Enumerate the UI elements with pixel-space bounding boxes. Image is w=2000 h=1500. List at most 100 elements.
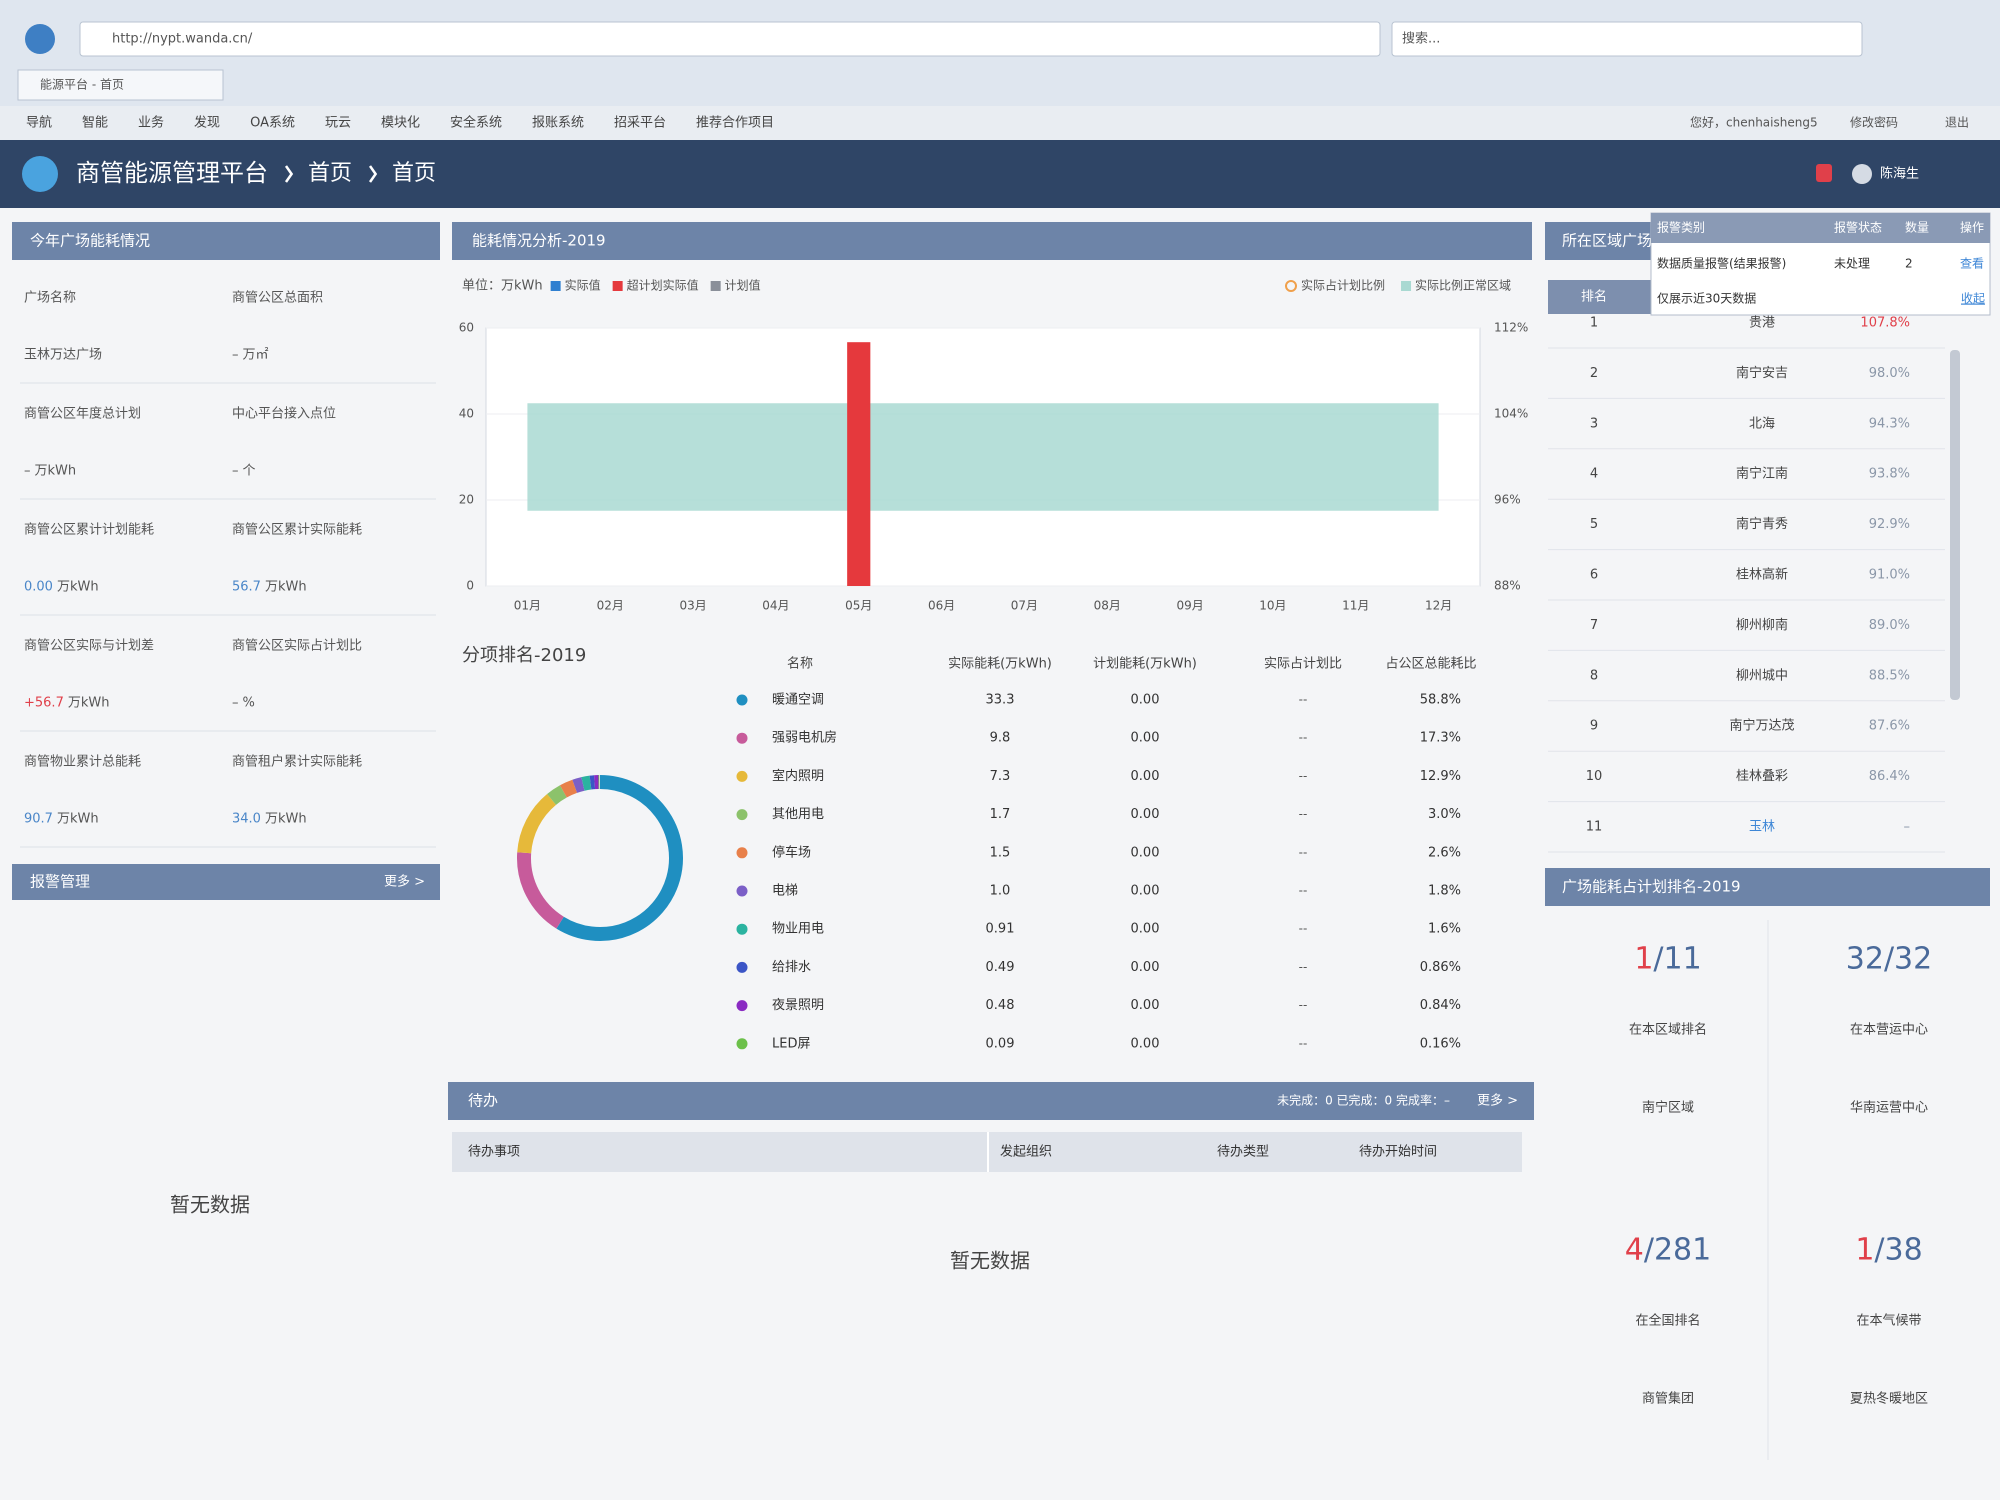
plaza-name[interactable]: 桂林高新 <box>1736 567 1788 583</box>
popup-cell: 2 <box>1905 257 1913 271</box>
app-title: 商管能源管理平台 <box>76 159 268 187</box>
category-name: 给排水 <box>772 960 811 975</box>
category-name: LED屏 <box>772 1036 810 1051</box>
ratio-value: -- <box>1299 998 1308 1012</box>
menu-item[interactable]: 报账系统 <box>532 116 584 131</box>
plaza-ratio: 93.8% <box>1869 467 1910 482</box>
legend-dot <box>736 885 748 897</box>
donut-segment <box>556 775 683 941</box>
scrollbar[interactable] <box>1950 350 1960 700</box>
ratio-value: -- <box>1299 731 1308 745</box>
legend-label: 超计划实际值 <box>627 278 699 293</box>
item-label: 商管租户累计实际能耗 <box>232 754 362 770</box>
menu-item[interactable]: 模块化 <box>381 116 420 131</box>
plaza-name[interactable]: 柳州柳南 <box>1736 617 1788 633</box>
plaza-name[interactable]: 玉林 <box>1749 820 1775 835</box>
popup-column: 操作 <box>1960 220 1984 235</box>
menu-item[interactable]: 智能 <box>82 116 108 131</box>
legend-label: 计划值 <box>725 278 761 293</box>
plaza-panel-title: 今年广场能耗情况 <box>30 232 150 250</box>
bar <box>847 342 871 586</box>
todo-empty: 暂无数据 <box>950 1249 1030 1273</box>
ratio-value: -- <box>1299 769 1308 783</box>
stat-rank: 32 <box>1846 942 1884 977</box>
share-value: 1.8% <box>1428 884 1461 899</box>
menu-item[interactable]: 玩云 <box>325 116 351 131</box>
stat-total: /38 <box>1874 1233 1922 1268</box>
popup-cell[interactable]: 查看 <box>1960 257 1984 271</box>
legend-dot <box>736 847 748 859</box>
breadcrumb[interactable]: 首页 <box>308 161 352 186</box>
plaza-name[interactable]: 北海 <box>1749 416 1775 431</box>
user-avatar <box>1852 164 1872 184</box>
alarm-icon[interactable] <box>1816 164 1832 182</box>
table-header: 实际占计划比 <box>1264 657 1342 672</box>
menu-item[interactable]: 安全系统 <box>450 115 502 131</box>
menu-item[interactable]: 导航 <box>26 115 52 131</box>
plan-value: 0.00 <box>1131 845 1160 860</box>
plan-panel-title: 广场能耗占计划排名-2019 <box>1562 878 1741 896</box>
url: http://nypt.wanda.cn/ <box>112 32 253 47</box>
plaza-name[interactable]: 柳州城中 <box>1736 668 1788 683</box>
plaza-name[interactable]: 南宁江南 <box>1736 466 1788 482</box>
plan-value: 0.00 <box>1131 807 1160 822</box>
table-header: 实际能耗(万kWh) <box>948 657 1052 672</box>
search-placeholder: 搜索... <box>1402 32 1440 47</box>
alarm-panel-header <box>12 864 440 900</box>
menu-item[interactable]: 招采平台 <box>614 116 666 131</box>
todo-title: 待办 <box>468 1092 498 1110</box>
address-bar[interactable] <box>79 21 1381 57</box>
todo-column: 待办类型 <box>1217 1145 1269 1160</box>
item-unit: 万㎡ <box>243 348 269 363</box>
plaza-name[interactable]: 南宁安吉 <box>1736 365 1788 381</box>
plaza-ratio: 98.0% <box>1869 366 1910 381</box>
category-name: 电梯 <box>772 884 798 899</box>
x-tick-label: 12月 <box>1425 599 1452 613</box>
popup-column: 数量 <box>1905 220 1929 235</box>
back-button[interactable] <box>25 24 55 54</box>
plaza-name[interactable]: 桂林叠彩 <box>1736 769 1788 784</box>
item-unit: 万kWh <box>265 812 307 827</box>
region-panel-title: 所在区域广场 <box>1562 232 1652 250</box>
breadcrumb[interactable]: 首页 <box>392 161 436 186</box>
actual-value: 9.8 <box>990 731 1011 746</box>
stat-scope: 商管集团 <box>1642 1391 1694 1407</box>
plaza-ratio: 86.4% <box>1869 769 1910 784</box>
stat-rank: 1 <box>1855 1233 1874 1268</box>
plaza-name[interactable]: 南宁青秀 <box>1736 516 1788 532</box>
user-name[interactable]: 陈海生 <box>1880 166 1919 182</box>
ratio-value: -- <box>1299 922 1308 936</box>
tab[interactable] <box>17 69 224 101</box>
breadcrumb-separator <box>284 165 294 183</box>
x-tick-label: 08月 <box>1094 599 1121 613</box>
item-label: 商管公区年度总计划 <box>24 406 141 422</box>
share-value: 1.6% <box>1428 922 1461 937</box>
table-header: 计划能耗(万kWh) <box>1093 657 1197 672</box>
plaza-ratio: 92.9% <box>1869 517 1910 532</box>
item-value: 0.00 <box>24 580 53 595</box>
item-unit: 万kWh <box>68 696 110 711</box>
logout[interactable]: 退出 <box>1945 116 1969 130</box>
plaza-name[interactable]: 贵港 <box>1749 316 1775 331</box>
item-value: 玉林万达广场 <box>24 348 102 363</box>
actual-value: 0.91 <box>986 922 1015 937</box>
search-box[interactable] <box>1391 21 1863 57</box>
table-header: 名称 <box>787 656 813 672</box>
alarm-more[interactable]: 更多 > <box>384 874 425 890</box>
menu-item[interactable]: 发现 <box>194 115 220 131</box>
item-unit: 万kWh <box>265 580 307 595</box>
menu-item[interactable]: 业务 <box>138 115 164 131</box>
table-header: 占公区总能耗比 <box>1385 657 1476 672</box>
plaza-name[interactable]: 南宁万达茂 <box>1729 718 1794 734</box>
menu-item[interactable]: OA系统 <box>250 116 295 131</box>
change-password[interactable]: 修改密码 <box>1850 115 1898 130</box>
stat-scope: 南宁区域 <box>1642 1100 1694 1116</box>
menu-item[interactable]: 推荐合作项目 <box>696 116 774 131</box>
popup-collapse[interactable]: 收起 <box>1961 292 1985 306</box>
plaza-ratio: 91.0% <box>1869 568 1910 583</box>
share-value: 0.84% <box>1420 998 1461 1013</box>
todo-more[interactable]: 更多 > <box>1477 1093 1518 1109</box>
item-unit: 万kWh <box>35 464 77 479</box>
item-value: 34.0 <box>232 812 261 827</box>
y2-tick-label: 96% <box>1494 493 1521 507</box>
